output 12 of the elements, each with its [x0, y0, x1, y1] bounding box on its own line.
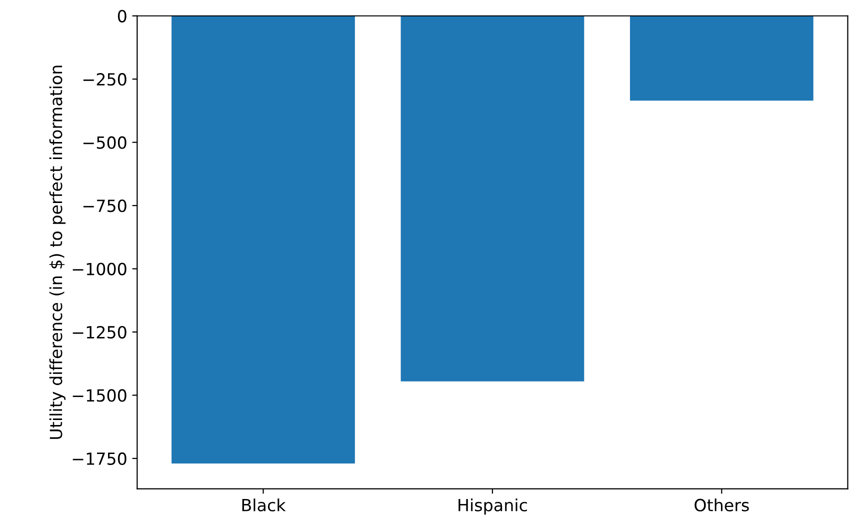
y-tick-label: −500	[83, 136, 126, 149]
y-tick-label: −1250	[72, 326, 126, 339]
x-tick-label: Black	[242, 498, 286, 512]
y-tick-label: −1500	[72, 389, 126, 402]
y-tick-label: −250	[83, 73, 126, 86]
y-tick-label: 0	[118, 10, 126, 22]
y-axis-title: Utility difference (in $) to perfect information	[49, 66, 66, 439]
y-tick-label: −1750	[72, 452, 126, 466]
x-tick-label: Others	[694, 498, 749, 512]
y-tick-label: −750	[83, 200, 126, 212]
y-tick-label: −1000	[72, 262, 126, 276]
x-tick-label: Hispanic	[458, 498, 527, 515]
